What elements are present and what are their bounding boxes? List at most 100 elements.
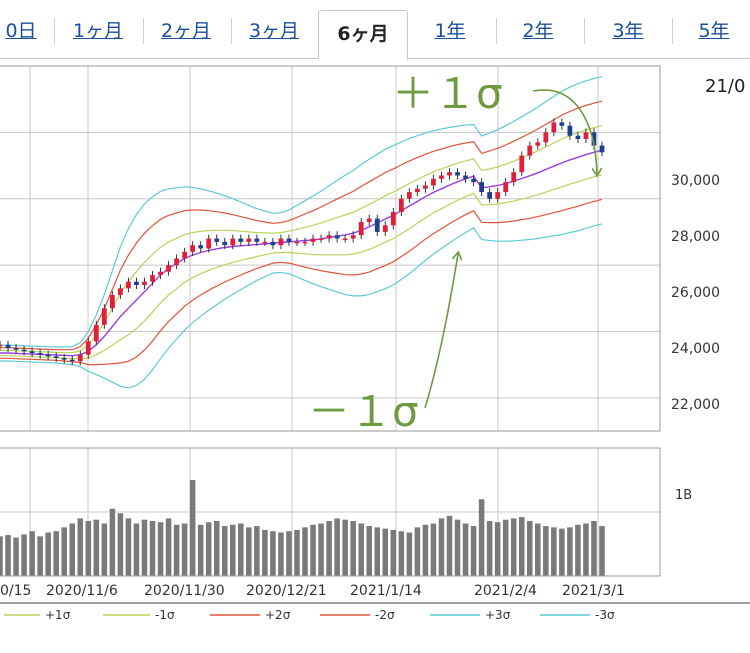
volume-bar: [165, 518, 172, 576]
band-plus1-line: [0, 125, 603, 354]
candle-body: [551, 122, 557, 133]
candle-body: [342, 238, 348, 241]
x-tick-label: 0/15: [0, 583, 31, 599]
volume-bar: [551, 527, 557, 576]
candle-body: [334, 235, 340, 239]
candle-body: [318, 238, 324, 241]
candle-body: [423, 185, 428, 189]
tab-3-months[interactable]: 3ヶ月: [248, 20, 300, 42]
candle-body: [206, 238, 212, 249]
volume-bar: [133, 523, 140, 576]
candle-body: [543, 132, 549, 143]
y-tick-label: 28,000: [671, 229, 720, 245]
volume-bar: [454, 519, 461, 576]
candle-body: [599, 145, 605, 153]
volume-bar: [390, 529, 397, 576]
volume-bar: [406, 532, 413, 576]
tab-5-years[interactable]: 5年: [698, 20, 730, 42]
tab-separator: [496, 18, 497, 44]
volume-bar: [583, 523, 589, 576]
candle-body: [126, 281, 131, 289]
candle-body: [262, 241, 268, 244]
candle-body: [101, 308, 107, 325]
band-plus3-line: [0, 76, 603, 348]
volume-bar: [117, 513, 124, 576]
x-tick-label: 2021/1/14: [350, 583, 422, 599]
candlesticks: [0, 118, 605, 366]
candle-body: [158, 271, 163, 276]
tab-2-months[interactable]: 2ヶ月: [160, 20, 212, 42]
volume-bar: [559, 528, 565, 576]
tab-2-years[interactable]: 2年: [522, 20, 554, 42]
volume-bar: [518, 517, 525, 576]
annotation-minus-1-sigma: －１σ: [308, 387, 419, 436]
candle-body: [294, 241, 300, 244]
volume-panel-frame: [0, 447, 661, 577]
candle-body: [455, 172, 460, 176]
tab-1-year[interactable]: 1年: [434, 20, 466, 42]
candle-body: [118, 288, 123, 295]
volume-bar: [438, 518, 445, 576]
candle-body: [77, 354, 83, 362]
candle-body: [519, 155, 525, 173]
volume-bar: [53, 531, 59, 576]
volume-bar: [414, 527, 421, 576]
volume-bar: [221, 526, 228, 576]
volume-bar: [494, 522, 501, 576]
volume-bars: [0, 480, 605, 576]
volume-bar: [189, 480, 196, 576]
volume-bar: [470, 526, 477, 576]
candle-body: [230, 238, 236, 246]
candle-body: [61, 358, 67, 360]
x-tick-label: 2020/11/6: [46, 583, 118, 599]
volume-bar: [101, 523, 108, 576]
tab-separator: [54, 18, 55, 44]
volume-bar: [181, 523, 188, 576]
bollinger-bands: [0, 76, 603, 389]
volume-bar: [526, 520, 533, 576]
volume-bar: [205, 522, 212, 576]
volume-bar: [302, 527, 308, 576]
candle-body: [238, 238, 244, 242]
candle-body: [278, 238, 284, 246]
candle-body: [190, 245, 196, 252]
volume-bar: [109, 508, 116, 576]
candle-body: [366, 218, 372, 222]
candle-body: [5, 344, 11, 349]
volume-bar: [575, 524, 581, 576]
tab-1-month[interactable]: 1ヶ月: [72, 20, 124, 42]
candle-body: [463, 175, 468, 179]
volume-bar: [0, 536, 3, 576]
volume-bar: [310, 524, 316, 576]
volume-bar: [591, 520, 597, 576]
volume-bar: [125, 518, 132, 576]
candle-body: [591, 132, 597, 146]
tab-3-years[interactable]: 3年: [612, 20, 644, 42]
candle-body: [535, 142, 541, 146]
candle-body: [254, 238, 260, 242]
candle-body: [174, 258, 179, 266]
tab-6-months[interactable]: 6ヶ月: [318, 10, 408, 60]
volume-bar: [173, 524, 180, 576]
candle-body: [431, 178, 436, 186]
volume-bar: [543, 526, 549, 576]
chart-grid: [0, 66, 660, 576]
volume-bar: [262, 529, 268, 576]
volume-bar: [294, 529, 300, 576]
volume-bar: [446, 515, 453, 576]
volume-bar: [350, 520, 356, 576]
volume-bar: [535, 523, 541, 576]
volume-bar: [93, 519, 100, 576]
candle-body: [310, 238, 316, 242]
candle-body: [214, 238, 220, 242]
candle-body: [302, 241, 308, 244]
candle-body: [45, 354, 51, 357]
volume-bar: [5, 535, 11, 576]
tab-0d[interactable]: 0日: [5, 20, 37, 42]
candle-body: [0, 344, 3, 347]
volume-bar: [510, 518, 517, 576]
candle-body: [246, 238, 252, 242]
tab-separator: [231, 18, 232, 44]
candle-body: [439, 175, 444, 179]
volume-bar: [462, 523, 469, 576]
